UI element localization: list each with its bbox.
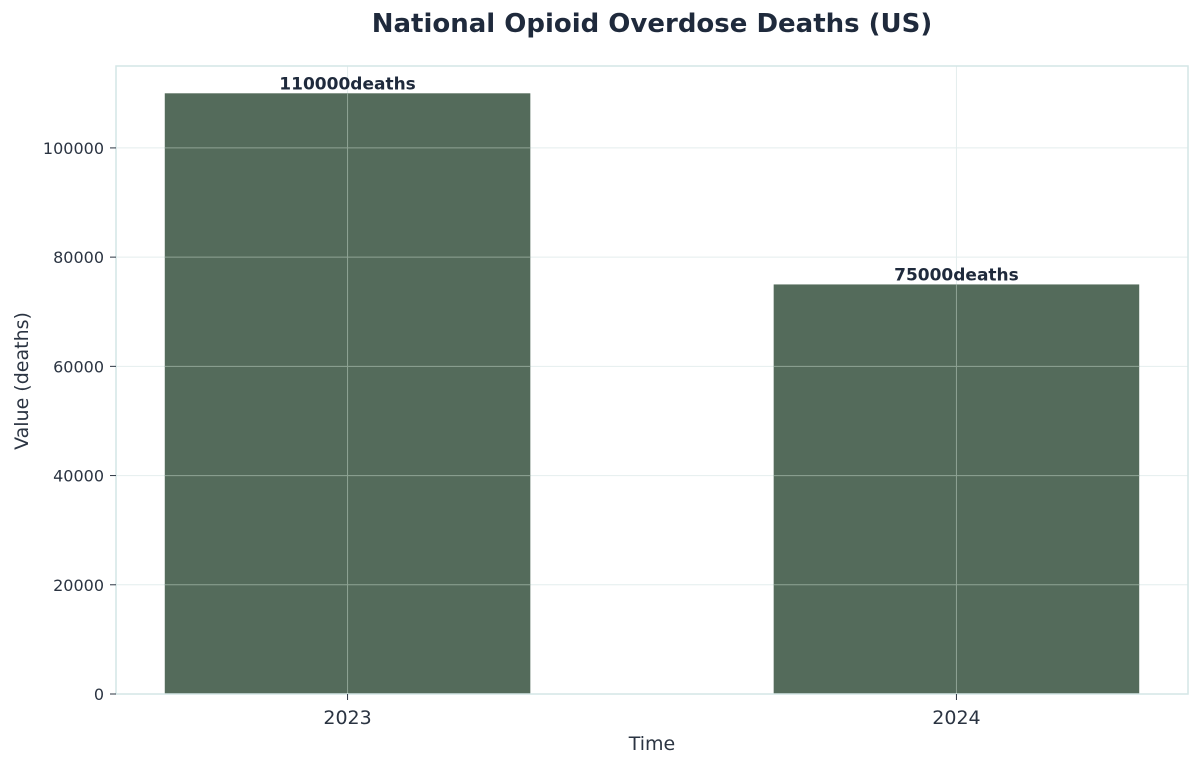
plot-frame	[115, 65, 1189, 695]
chart-title: National Opioid Overdose Deaths (US)	[372, 9, 933, 39]
y-tick-label: 0	[94, 685, 104, 704]
data-label-2023: 110000deaths	[279, 74, 416, 94]
grid-over-bars	[164, 93, 1140, 694]
y-tick-label: 80000	[53, 248, 104, 267]
x-axis-label: Time	[628, 733, 676, 755]
x-axis-ticks: 2023 2024	[323, 694, 981, 729]
y-tick-label: 60000	[53, 357, 104, 376]
data-labels: 110000deaths 75000deaths	[279, 74, 1018, 285]
x-tick-label-2023: 2023	[323, 707, 371, 729]
x-tick-label-2024: 2024	[932, 707, 980, 729]
y-axis-label: Value (deaths)	[11, 312, 33, 450]
y-tick-label: 40000	[53, 467, 104, 486]
y-tick-label: 100000	[43, 139, 104, 158]
bars	[164, 93, 1140, 695]
y-axis-ticks: 0 20000 40000 60000 80000 100000	[43, 139, 116, 704]
data-label-2024: 75000deaths	[894, 265, 1019, 285]
y-tick-label: 20000	[53, 576, 104, 595]
